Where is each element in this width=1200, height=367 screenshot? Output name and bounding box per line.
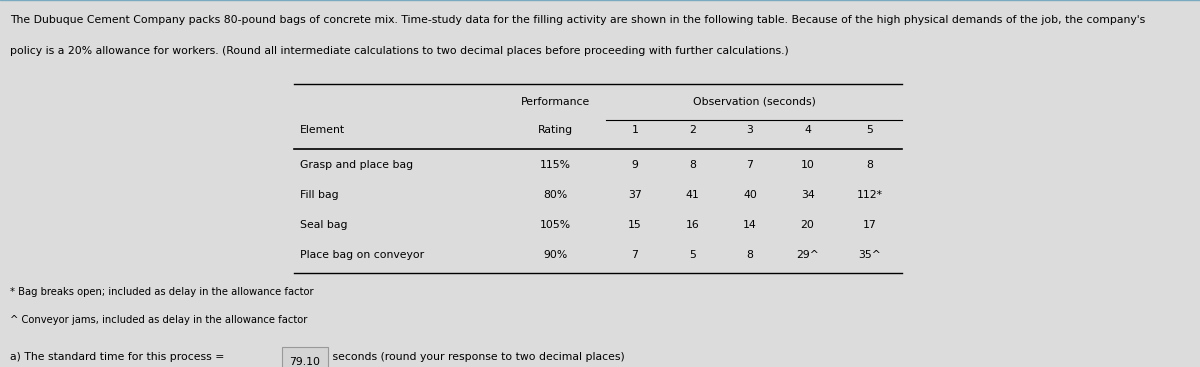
- Text: 37: 37: [628, 190, 642, 200]
- Text: 3: 3: [746, 125, 754, 135]
- Text: 16: 16: [685, 220, 700, 230]
- Text: Rating: Rating: [538, 125, 572, 135]
- Text: Performance: Performance: [521, 97, 589, 107]
- Text: 4: 4: [804, 125, 811, 135]
- Text: Place bag on conveyor: Place bag on conveyor: [300, 250, 424, 261]
- Text: 5: 5: [689, 250, 696, 261]
- Text: 8: 8: [689, 160, 696, 170]
- Text: policy is a 20% allowance for workers. (Round all intermediate calculations to t: policy is a 20% allowance for workers. (…: [10, 46, 788, 56]
- Text: 5: 5: [866, 125, 872, 135]
- Text: Seal bag: Seal bag: [300, 220, 348, 230]
- Text: 112*: 112*: [857, 190, 882, 200]
- Text: seconds (round your response to two decimal places): seconds (round your response to two deci…: [329, 352, 624, 361]
- Text: 34: 34: [800, 190, 815, 200]
- Text: 29^: 29^: [796, 250, 820, 261]
- Text: The Dubuque Cement Company packs 80-pound bags of concrete mix. Time-study data : The Dubuque Cement Company packs 80-poun…: [10, 15, 1145, 25]
- Text: 2: 2: [689, 125, 696, 135]
- Text: 15: 15: [628, 220, 642, 230]
- Text: 1: 1: [631, 125, 638, 135]
- Text: 79.10: 79.10: [289, 357, 320, 367]
- Text: 9: 9: [631, 160, 638, 170]
- Text: 90%: 90%: [542, 250, 568, 261]
- Text: 8: 8: [866, 160, 872, 170]
- Text: 115%: 115%: [540, 160, 570, 170]
- Text: 40: 40: [743, 190, 757, 200]
- Text: 20: 20: [800, 220, 815, 230]
- Text: 7: 7: [746, 160, 754, 170]
- Text: 14: 14: [743, 220, 757, 230]
- Text: 7: 7: [631, 250, 638, 261]
- Text: ^ Conveyor jams, included as delay in the allowance factor: ^ Conveyor jams, included as delay in th…: [10, 315, 307, 325]
- Text: 80%: 80%: [542, 190, 568, 200]
- Text: 105%: 105%: [540, 220, 570, 230]
- FancyBboxPatch shape: [282, 347, 328, 367]
- Text: Element: Element: [300, 125, 346, 135]
- Text: a) The standard time for this process =: a) The standard time for this process =: [10, 352, 228, 361]
- Text: 41: 41: [685, 190, 700, 200]
- Text: 17: 17: [863, 220, 876, 230]
- Text: * Bag breaks open; included as delay in the allowance factor: * Bag breaks open; included as delay in …: [10, 287, 313, 297]
- Text: 8: 8: [746, 250, 754, 261]
- Text: 35^: 35^: [858, 250, 881, 261]
- Text: Observation (seconds): Observation (seconds): [692, 97, 816, 107]
- Text: 10: 10: [800, 160, 815, 170]
- Text: Grasp and place bag: Grasp and place bag: [300, 160, 413, 170]
- Text: Fill bag: Fill bag: [300, 190, 338, 200]
